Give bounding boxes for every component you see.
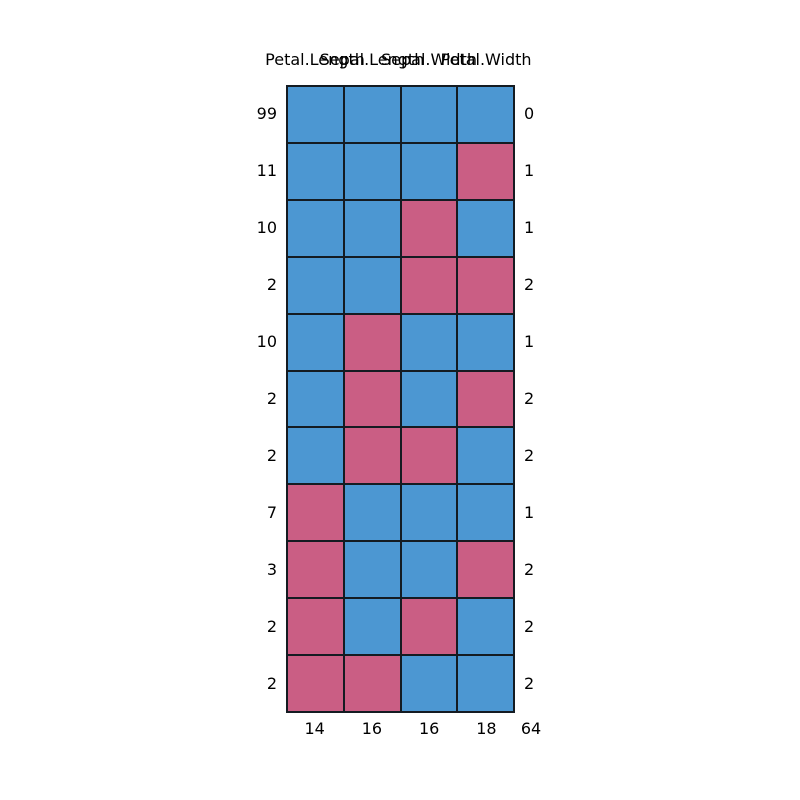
observed-cell [400,541,458,599]
observed-cell [343,199,401,257]
missing-cell [400,256,458,314]
observed-cell [343,598,401,656]
row-missing-label: 2 [524,446,535,466]
row-missing-labels: 0 1 1 2 1 2 2 1 2 2 2 [524,85,584,713]
observed-cell [343,256,401,314]
missing-cell [343,370,401,428]
observed-cell [343,86,401,143]
observed-cell [400,313,458,371]
column-name-label: Sepal.Width [381,50,477,69]
missing-cell [457,256,514,314]
row-count-label: 99 [256,103,277,123]
observed-cell [343,484,401,542]
observed-cell [400,484,458,542]
total-missing-label: 64 [520,719,542,738]
column-missing-label: 16 [418,719,440,738]
row-count-labels: 99 11 10 2 10 2 2 7 3 2 2 [193,85,277,713]
row-count-label: 7 [266,503,277,523]
column-name-label: Petal.Length [265,50,365,69]
row-missing-label: 2 [524,617,535,637]
missing-cell [457,541,514,599]
row-count-label: 3 [266,560,277,580]
missing-cell [343,655,401,712]
missing-cell [457,370,514,428]
observed-cell [287,199,344,257]
observed-cell [287,370,344,428]
observed-cell [343,541,401,599]
observed-cell [287,313,344,371]
missing-cell [287,484,344,542]
row-missing-label: 2 [524,560,535,580]
observed-cell [287,142,344,200]
observed-cell [400,142,458,200]
observed-cell [287,86,344,143]
observed-cell [400,370,458,428]
missing-cell [287,655,344,712]
missing-cell [287,541,344,599]
missing-cell [287,598,344,656]
observed-cell [343,142,401,200]
pattern-grid [286,85,515,713]
observed-cell [287,427,344,485]
observed-cell [400,655,458,712]
row-missing-label: 2 [524,674,535,694]
row-missing-label: 1 [524,160,535,180]
observed-cell [457,484,514,542]
row-count-label: 2 [266,389,277,409]
observed-cell [457,199,514,257]
observed-cell [457,313,514,371]
missing-cell [400,427,458,485]
row-missing-label: 1 [524,331,535,351]
observed-cell [400,86,458,143]
column-name-label: Sepal.Length [319,50,425,69]
column-missing-label: 14 [304,719,325,738]
column-missing-labels: 14 16 16 18 [286,719,515,739]
missing-cell [343,427,401,485]
observed-cell [457,427,514,485]
row-count-label: 10 [256,331,277,351]
row-count-label: 2 [266,674,277,694]
row-missing-label: 0 [524,103,535,123]
column-name-labels: Petal.Length Sepal.Length Sepal.Width Petal… [0,50,800,70]
row-count-label: 2 [266,617,277,637]
row-missing-label: 2 [524,274,535,294]
missing-cell [400,199,458,257]
column-name-label: Petal.Width [440,50,532,69]
row-missing-label: 1 [524,217,535,237]
missing-cell [343,313,401,371]
row-missing-label: 2 [524,389,535,409]
missing-cell [400,598,458,656]
row-count-label: 2 [266,274,277,294]
column-missing-label: 16 [361,719,383,738]
row-count-label: 10 [256,217,277,237]
observed-cell [457,655,514,712]
column-missing-label: 18 [476,719,497,738]
row-count-label: 2 [266,446,277,466]
observed-cell [287,256,344,314]
row-count-label: 11 [256,160,277,180]
observed-cell [457,598,514,656]
observed-cell [457,86,514,143]
missing-cell [457,142,514,200]
row-missing-label: 1 [524,503,535,523]
